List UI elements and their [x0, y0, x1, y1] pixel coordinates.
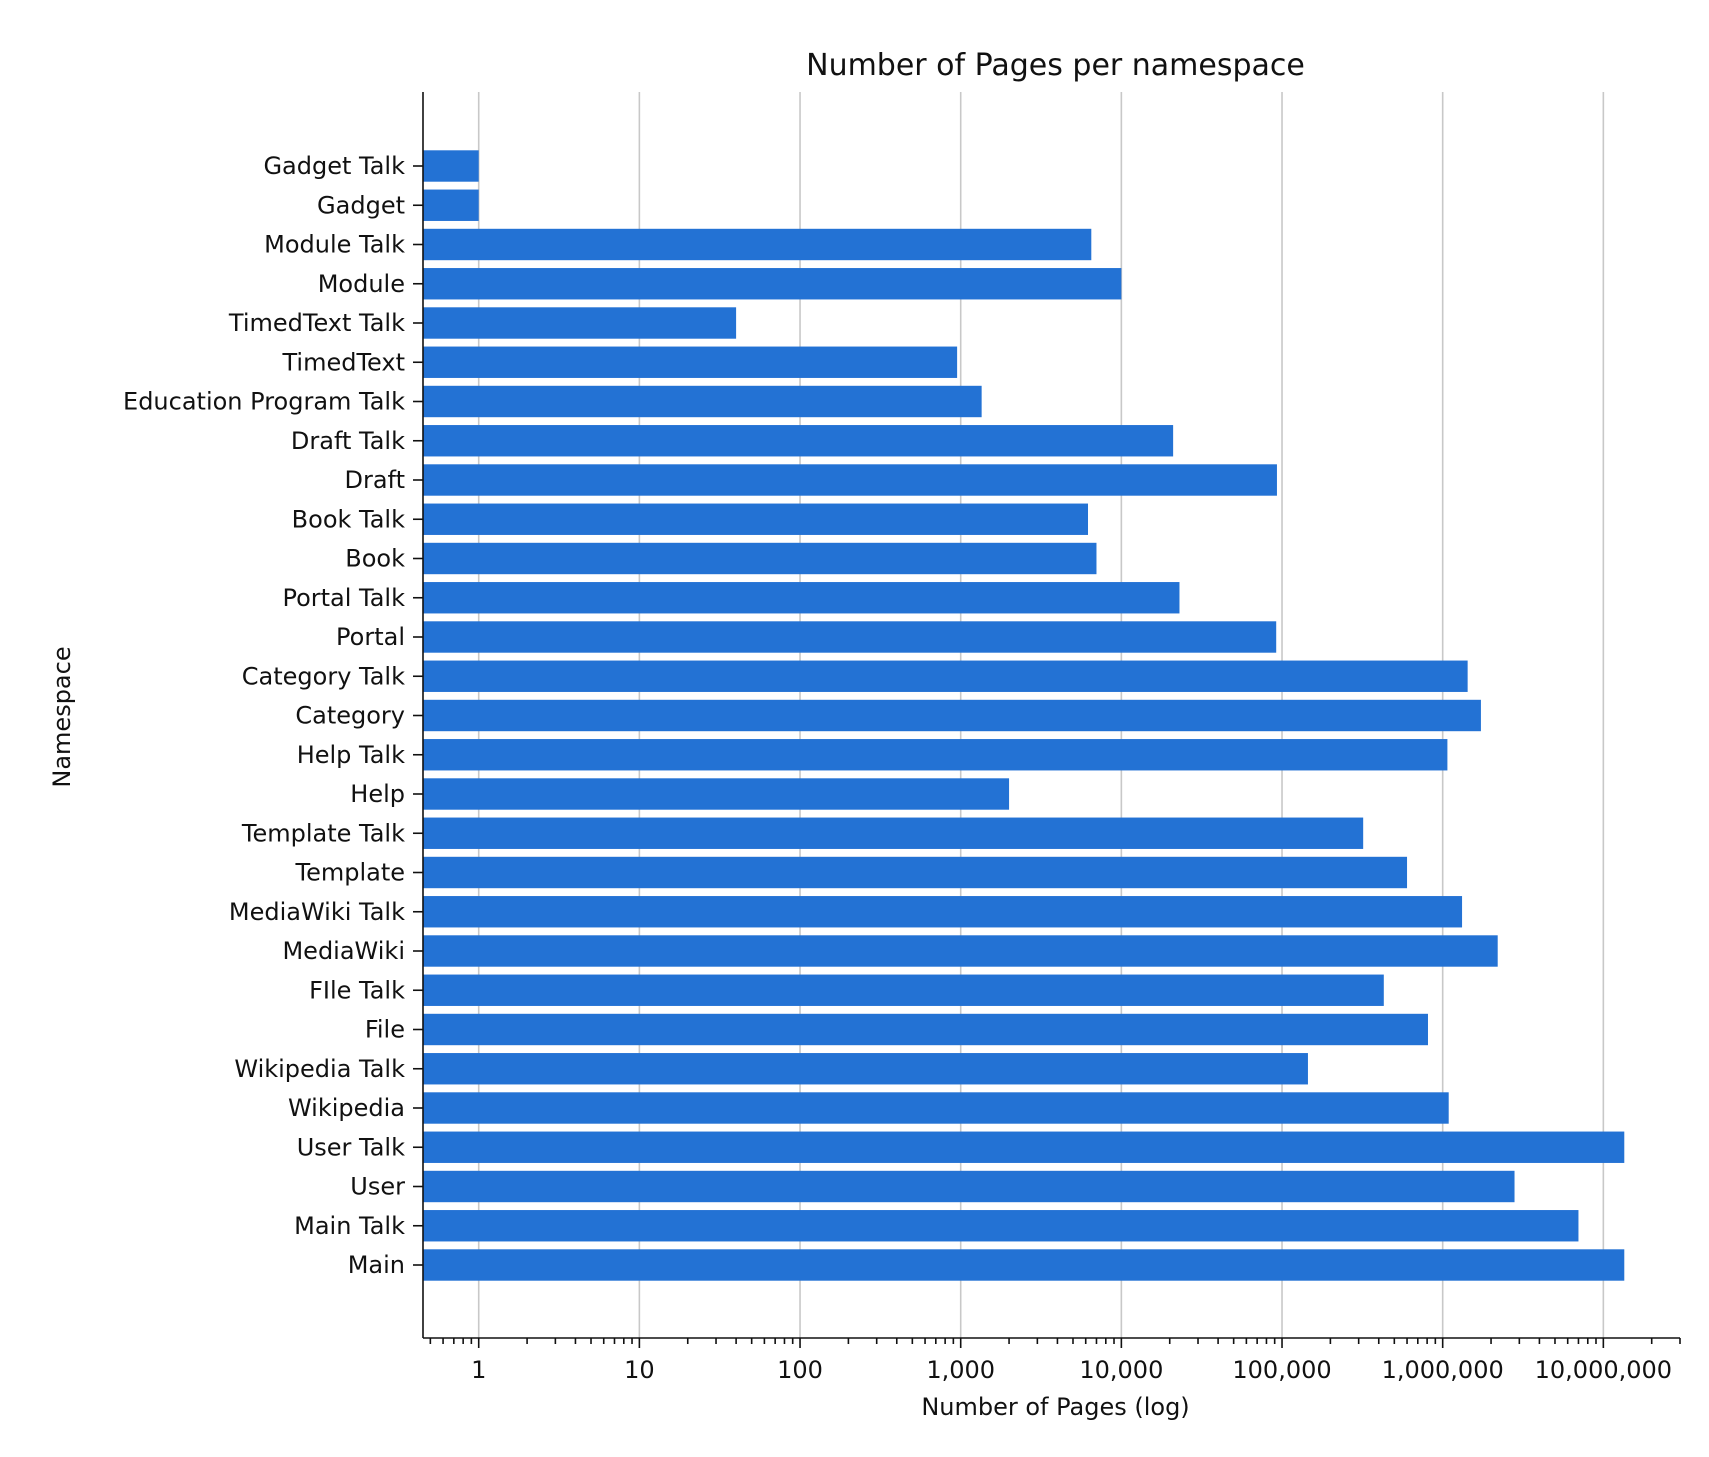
bar [423, 346, 958, 378]
bar [423, 228, 1092, 261]
bars [423, 150, 1625, 1281]
y-tick-label: File [365, 1016, 405, 1044]
y-tick-label: Main [348, 1251, 405, 1279]
bar [423, 660, 1468, 692]
y-tick-label: Wikipedia [288, 1094, 405, 1122]
x-tick-label: 1,000 [926, 1356, 995, 1384]
y-tick-label: Main Talk [294, 1212, 405, 1240]
x-tick-label: 100 [777, 1356, 823, 1384]
y-tick-label: Template Talk [241, 819, 405, 847]
y-axis-label: Namespace [48, 646, 76, 787]
bar [423, 699, 1481, 732]
x-tick-label: 1 [471, 1356, 486, 1384]
bar [423, 1131, 1625, 1163]
chart-title: Number of Pages per namespace [806, 48, 1305, 83]
y-tick-label: TimedText Talk [228, 309, 405, 337]
bar [423, 542, 1097, 575]
bar [423, 385, 982, 418]
bar [423, 189, 479, 221]
y-tick-label: Portal [336, 623, 405, 651]
y-tick-label: TimedText [281, 348, 405, 376]
y-tick-label: User Talk [297, 1133, 405, 1161]
x-tick-label: 100,000 [1232, 1356, 1331, 1384]
bar [423, 896, 1463, 928]
y-tick-label: Book [345, 545, 405, 573]
bar [423, 778, 1010, 810]
bar [423, 621, 1277, 653]
bar [423, 464, 1277, 496]
bar [423, 974, 1384, 1006]
bar [423, 856, 1408, 889]
y-tick-label: Template [294, 859, 405, 887]
y-tick-label: Book Talk [292, 505, 405, 533]
y-tick-label: Gadget [317, 191, 405, 219]
y-tick-label: Module Talk [264, 231, 405, 259]
y-tick-label: Gadget Talk [263, 152, 405, 180]
bar [423, 739, 1448, 771]
bar [423, 503, 1089, 535]
bar [423, 1249, 1625, 1281]
y-tick-label: User [350, 1173, 405, 1201]
bar [423, 1170, 1515, 1203]
bar [423, 1013, 1428, 1046]
x-axis-ticks: 1 10 100 1,000 10,000 100,000 1,000,000 10,000,… [429, 1338, 1681, 1384]
y-tick-label: MediaWiki Talk [229, 898, 405, 926]
y-tick-label: Module [318, 270, 405, 298]
bar [423, 582, 1180, 614]
x-tick-label: 10,000 [1079, 1356, 1163, 1384]
bar [423, 817, 1364, 849]
x-axis-label: Number of Pages (log) [921, 1393, 1189, 1421]
bar [423, 1053, 1308, 1085]
bar [423, 268, 1122, 300]
y-tick-label: Draft [345, 466, 406, 494]
bar [423, 1092, 1449, 1124]
bar [423, 150, 479, 182]
bar [423, 425, 1174, 457]
bar [423, 935, 1498, 967]
y-axis-ticks: Gadget Talk Gadget Module Talk Module TimedT… [123, 152, 423, 1279]
y-tick-label: FIle Talk [309, 976, 405, 1004]
x-tick-label: 10,000,000 [1535, 1356, 1672, 1384]
y-tick-label: Category [295, 702, 405, 730]
x-tick-label: 10 [624, 1356, 655, 1384]
y-tick-label: Help [350, 780, 405, 808]
bar [423, 307, 737, 339]
y-tick-label: Category Talk [242, 662, 405, 690]
y-tick-label: Education Program Talk [123, 388, 405, 416]
y-tick-label: MediaWiki [282, 937, 405, 965]
y-tick-label: Draft Talk [291, 427, 405, 455]
y-tick-label: Help Talk [297, 741, 405, 769]
y-tick-label: Wikipedia Talk [234, 1055, 405, 1083]
x-tick-label: 1,000,000 [1382, 1356, 1504, 1384]
bar [423, 1210, 1579, 1242]
y-tick-label: Portal Talk [282, 584, 405, 612]
